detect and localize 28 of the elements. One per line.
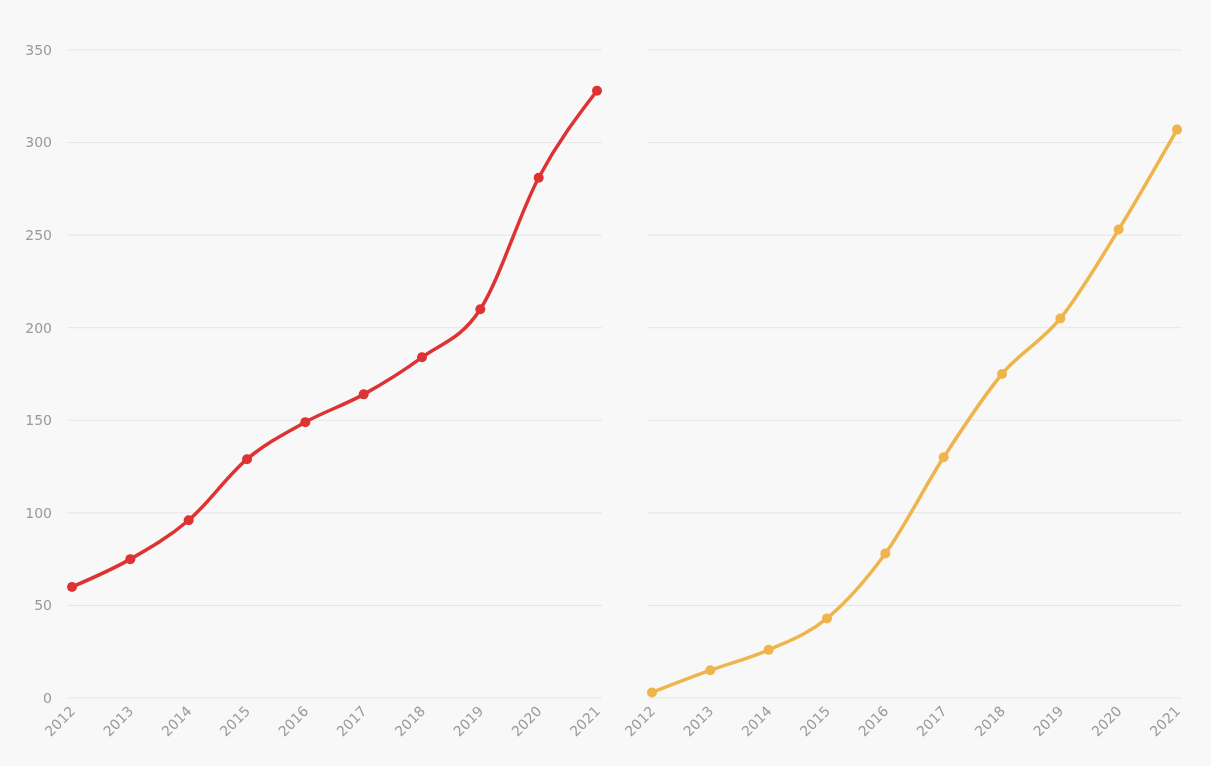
point bbox=[1113, 224, 1124, 235]
y-tick-label: 200 bbox=[25, 319, 52, 336]
point bbox=[880, 548, 891, 559]
point bbox=[300, 417, 311, 428]
point bbox=[67, 581, 77, 592]
point bbox=[1172, 124, 1182, 135]
y-tick-label: 50 bbox=[34, 597, 52, 614]
point bbox=[822, 613, 832, 624]
point bbox=[592, 85, 602, 96]
y-tick-label: 0 bbox=[43, 689, 52, 706]
point bbox=[647, 687, 657, 698]
point bbox=[475, 304, 486, 315]
point bbox=[358, 389, 369, 400]
point bbox=[183, 515, 194, 526]
y-tick-label: 250 bbox=[25, 227, 52, 244]
point bbox=[1055, 313, 1066, 324]
y-tick-label: 100 bbox=[25, 504, 52, 521]
point bbox=[242, 454, 252, 465]
point bbox=[938, 452, 949, 463]
point bbox=[125, 554, 136, 565]
y-tick-label: 150 bbox=[25, 412, 52, 429]
point bbox=[763, 644, 774, 655]
y-tick-label: 350 bbox=[25, 41, 52, 58]
y-tick-label: 300 bbox=[25, 134, 52, 151]
point bbox=[417, 352, 427, 363]
point bbox=[997, 369, 1007, 379]
point bbox=[533, 172, 544, 183]
point bbox=[705, 665, 716, 676]
